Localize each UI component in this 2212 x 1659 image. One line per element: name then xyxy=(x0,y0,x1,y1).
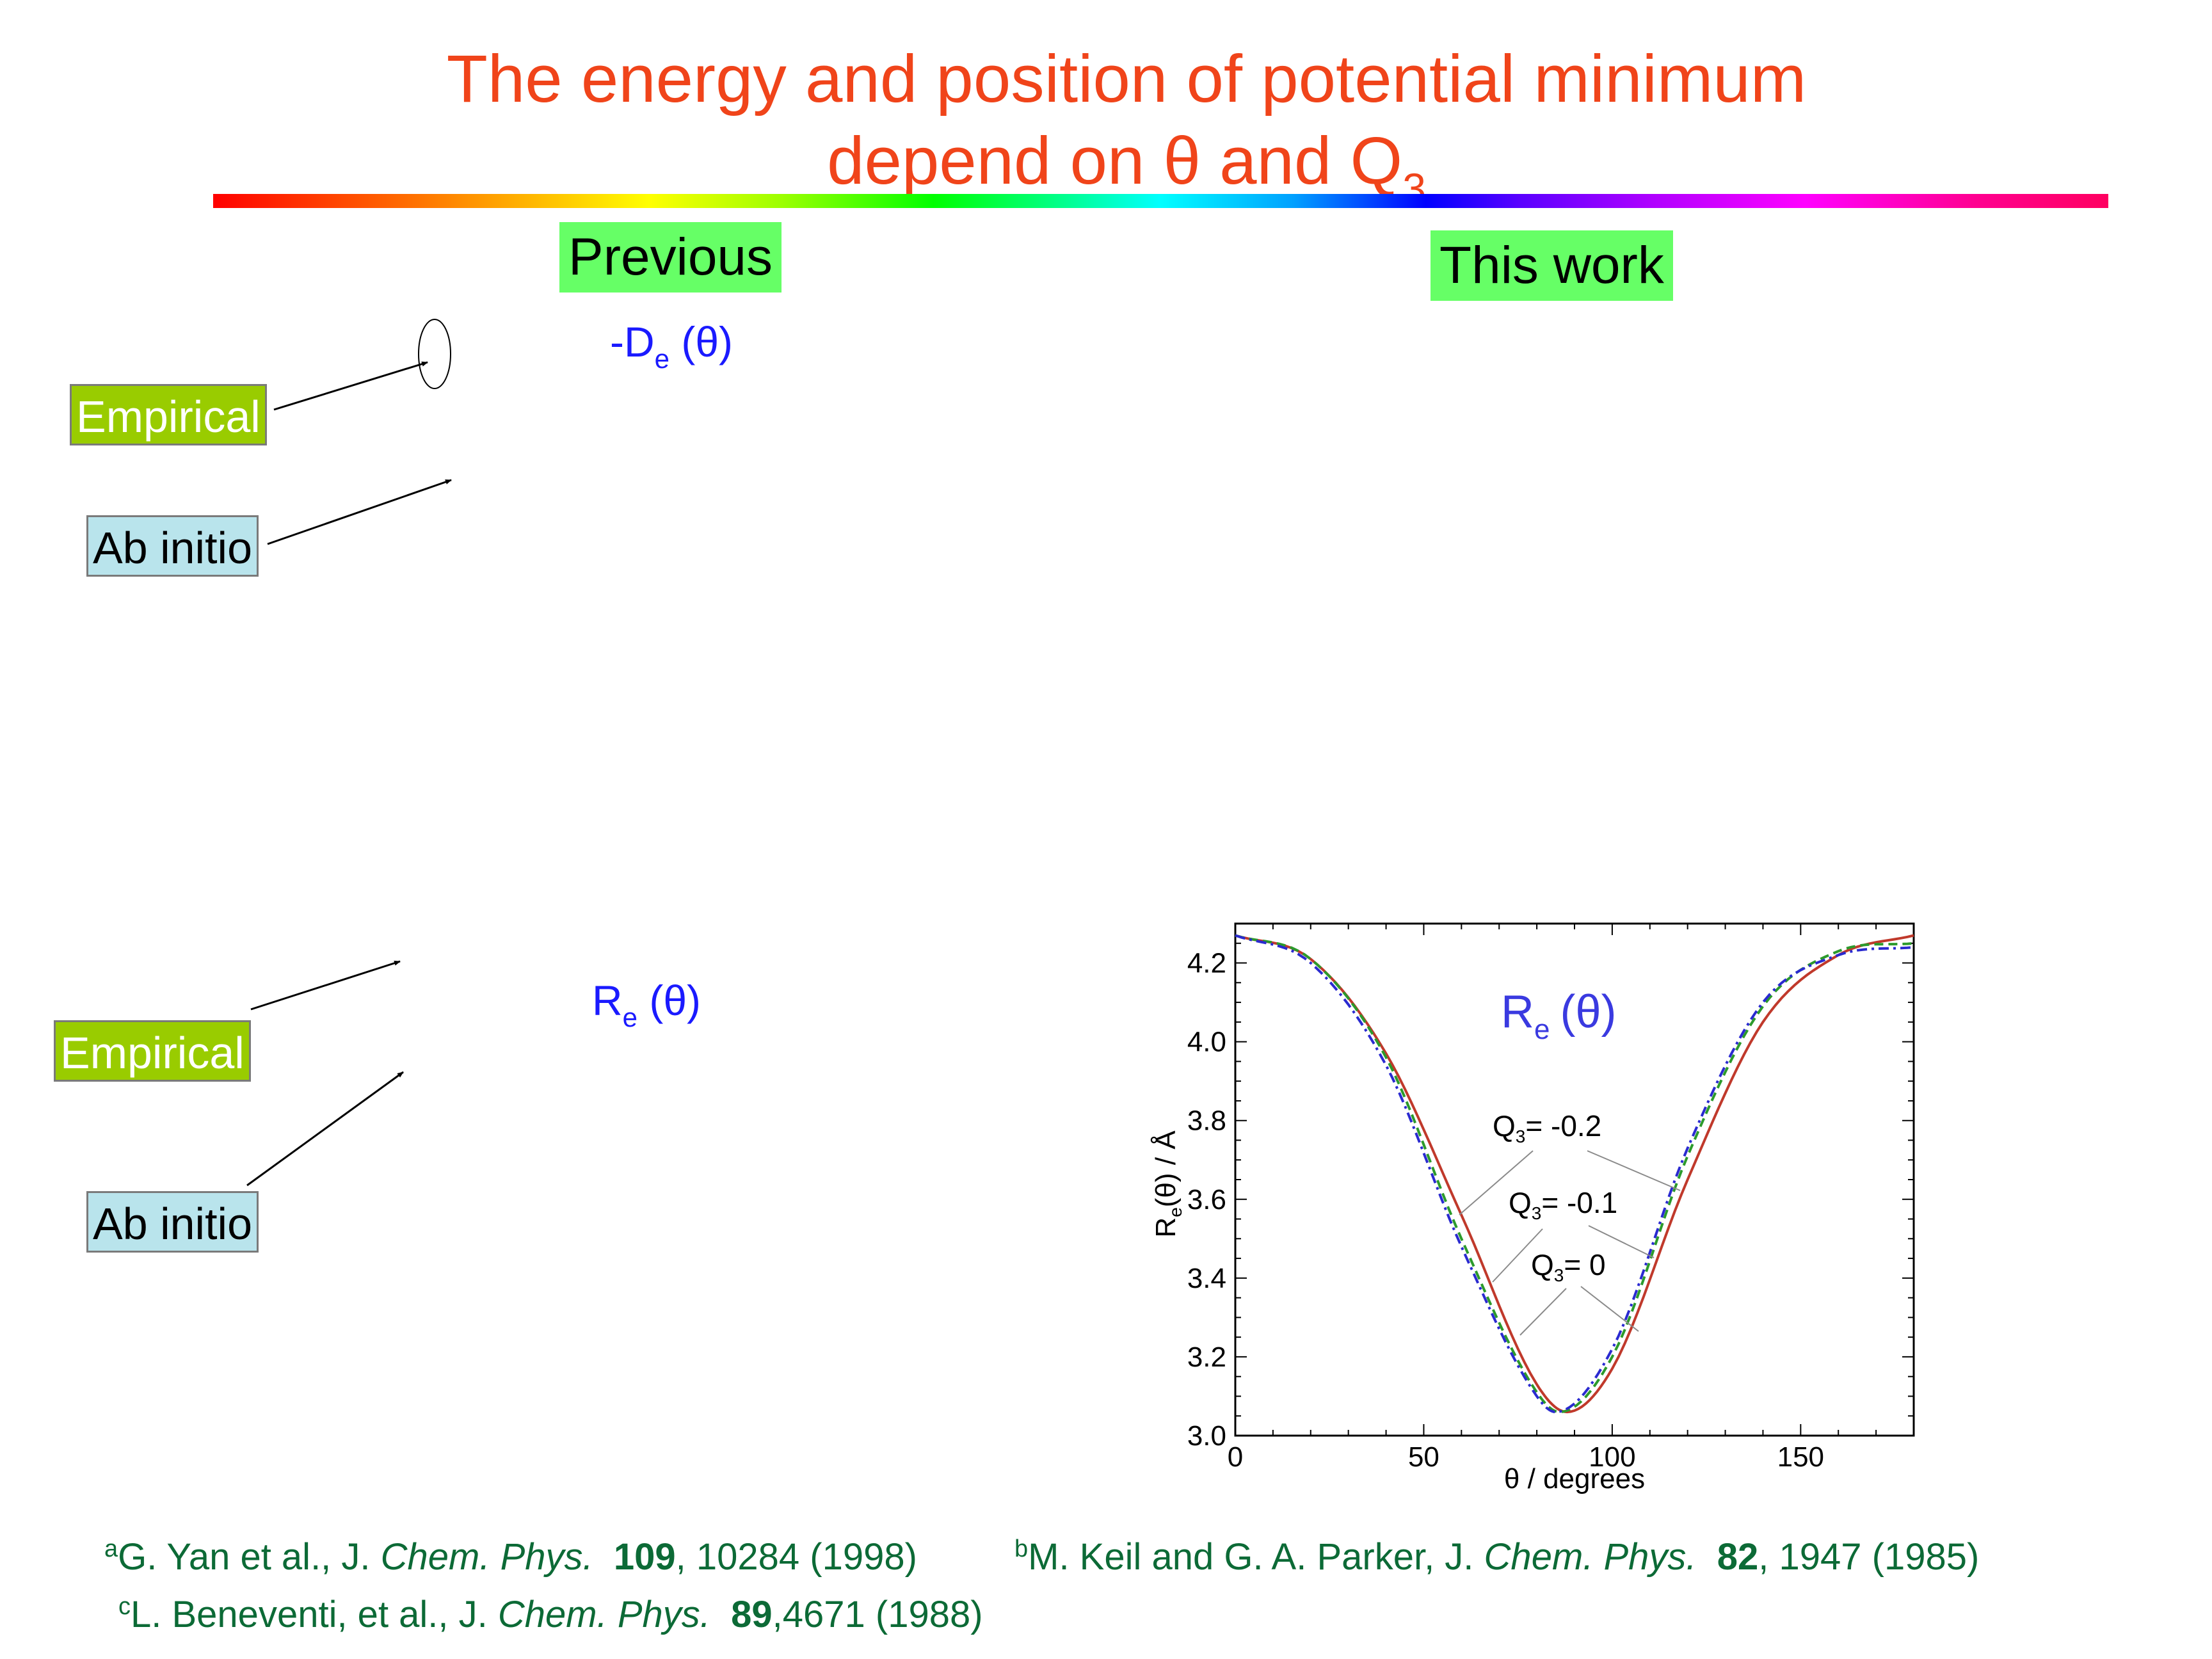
re-theta-label: Re (θ) xyxy=(592,976,701,1033)
axis-ticks xyxy=(1235,923,1914,1436)
ref-a-journal: Chem. Phys. xyxy=(380,1536,593,1578)
ref-b-sup: b xyxy=(1014,1535,1029,1562)
y-axis-label-subscript: e xyxy=(1166,1207,1185,1217)
title-line-1: The energy and position of potential min… xyxy=(446,42,1807,116)
y-tick-label: 4.0 xyxy=(1187,1027,1226,1058)
leader-line-3a xyxy=(1519,1288,1567,1336)
this-work-heading: This work xyxy=(1431,230,1673,301)
arrow-empirical-top xyxy=(273,361,428,411)
leader-line-2a xyxy=(1492,1228,1543,1283)
ref-a-rest: , 10284 (1998) xyxy=(675,1536,917,1578)
ref-b-volume: 82 xyxy=(1717,1536,1759,1578)
de-label-rest: (θ) xyxy=(681,318,733,365)
de-theta-label: -De (θ) xyxy=(610,317,733,374)
ref-c-text: L. Beneventi, et al., J. xyxy=(131,1594,498,1635)
x-tick-label: 100 xyxy=(1589,1441,1635,1473)
reference-a: aG. Yan et al., J. Chem. Phys. 109, 1028… xyxy=(104,1535,917,1580)
de-label-main: -D xyxy=(610,318,655,365)
ab-initio-tag-bottom: Ab initio xyxy=(86,1191,259,1253)
ref-b-text: M. Keil and G. A. Parker, J. xyxy=(1028,1536,1484,1578)
x-tick-label: 150 xyxy=(1777,1441,1824,1473)
y-tick-label: 3.6 xyxy=(1187,1184,1226,1215)
rainbow-divider xyxy=(213,194,2108,208)
annotation-2-rest: = -0.1 xyxy=(1541,1186,1617,1219)
ref-a-volume: 109 xyxy=(613,1536,676,1578)
ref-c-sup: c xyxy=(118,1593,131,1620)
x-tick-label: 50 xyxy=(1408,1441,1439,1473)
ab-initio-tag-top: Ab initio xyxy=(86,515,259,577)
y-axis-label-main: R xyxy=(1150,1217,1182,1238)
ref-b-rest: , 1947 (1985) xyxy=(1758,1536,1980,1578)
annotation-2-main: Q xyxy=(1509,1186,1532,1219)
chart-title: Re (θ) xyxy=(1501,986,1616,1045)
y-tick-label: 3.8 xyxy=(1187,1105,1226,1137)
series-line-2 xyxy=(1235,934,1914,1414)
annotation-1-rest: = -0.2 xyxy=(1525,1109,1601,1142)
re-theta-chart: 3.0 3.2 3.4 3.6 3.8 4.0 4.2 0 50 100 150 θ / degr… xyxy=(1150,922,1915,1495)
y-axis-label: Re(θ) / Å xyxy=(1150,1130,1185,1238)
series-group xyxy=(1235,934,1914,1414)
arrow-ab-initio-top xyxy=(267,479,452,545)
annotation-3-main: Q xyxy=(1531,1248,1554,1281)
annotation-2-sub: 3 xyxy=(1532,1203,1542,1223)
ref-c-volume: 89 xyxy=(731,1594,773,1635)
reference-b: bM. Keil and G. A. Parker, J. Chem. Phys… xyxy=(1014,1535,1979,1580)
series-line-3 xyxy=(1235,934,1914,1414)
re-label-subscript: e xyxy=(622,1002,638,1032)
annotation-1-main: Q xyxy=(1493,1109,1516,1142)
reference-c: cL. Beneventi, et al., J. Chem. Phys. 89… xyxy=(118,1592,983,1637)
title-line-2: depend on θ and Q3 xyxy=(0,120,2212,209)
ref-a-sup: a xyxy=(104,1535,118,1562)
circle-marker xyxy=(418,319,451,389)
ref-b-journal: Chem. Phys. xyxy=(1484,1536,1697,1578)
ref-c-journal: Chem. Phys. xyxy=(497,1594,710,1635)
slide-title: The energy and position of potential min… xyxy=(0,38,2212,209)
annotation-leader-lines xyxy=(1459,1150,1681,1336)
ref-c-rest: ,4671 (1988) xyxy=(772,1594,983,1635)
chart-title-rest: (θ) xyxy=(1560,986,1616,1038)
x-tick-label: 0 xyxy=(1228,1441,1243,1473)
empirical-tag-bottom: Empirical xyxy=(54,1020,251,1082)
leader-line-1a xyxy=(1459,1150,1534,1215)
x-axis-label: θ / degrees xyxy=(1504,1463,1645,1495)
y-tick-label: 3.4 xyxy=(1187,1263,1226,1294)
annotation-1-sub: 3 xyxy=(1516,1126,1526,1146)
x-tick-labels: 0 50 100 150 xyxy=(1228,1441,1824,1473)
y-tick-label: 4.2 xyxy=(1187,948,1226,979)
re-label-rest: (θ) xyxy=(649,977,701,1024)
leader-line-3b xyxy=(1580,1286,1639,1332)
annotation-3-sub: 3 xyxy=(1554,1265,1564,1285)
arrow-empirical-bottom xyxy=(250,960,401,1011)
y-tick-label: 3.0 xyxy=(1187,1420,1226,1452)
annotation-q3-minus-0-1: Q3= -0.1 xyxy=(1509,1186,1617,1223)
ref-a-text: G. Yan et al., J. xyxy=(118,1536,381,1578)
arrow-ab-initio-bottom xyxy=(246,1071,404,1187)
y-axis-label-rest: (θ) / Å xyxy=(1150,1130,1182,1207)
chart-title-main: R xyxy=(1501,986,1534,1038)
annotation-3-rest: = 0 xyxy=(1564,1248,1605,1281)
previous-heading: Previous xyxy=(559,222,782,293)
y-tick-label: 3.2 xyxy=(1187,1342,1226,1373)
annotation-q3-zero: Q3= 0 xyxy=(1531,1248,1606,1285)
annotation-q3-minus-0-2: Q3= -0.2 xyxy=(1493,1109,1601,1146)
de-label-subscript: e xyxy=(654,344,670,374)
y-tick-labels: 3.0 3.2 3.4 3.6 3.8 4.0 4.2 xyxy=(1187,948,1226,1452)
chart-title-subscript: e xyxy=(1534,1014,1550,1045)
leader-line-2b xyxy=(1588,1225,1655,1258)
leader-line-1b xyxy=(1587,1150,1681,1191)
re-label-main: R xyxy=(592,977,623,1024)
title-line-2-text: depend on θ and Q xyxy=(827,124,1403,198)
empirical-tag-top: Empirical xyxy=(70,384,267,445)
svg-text:Re(θ) / Å: Re(θ) / Å xyxy=(1150,1130,1185,1238)
